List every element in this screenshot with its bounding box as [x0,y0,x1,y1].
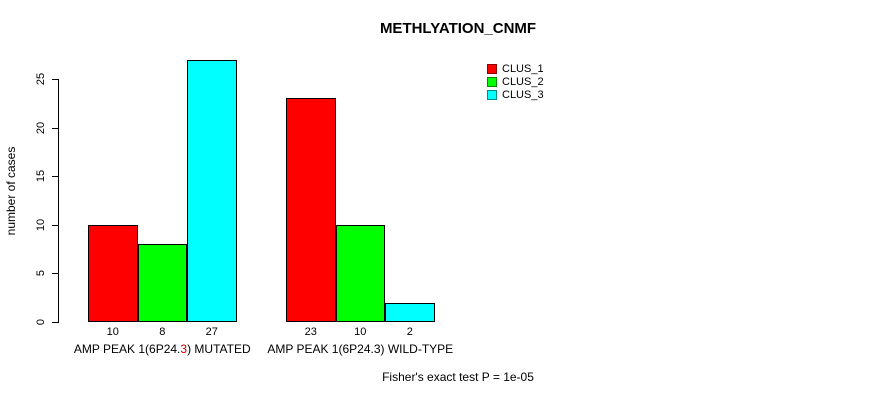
x-group-label-part: 3 [180,341,188,356]
y-axis-title: number of cases [4,146,18,236]
y-axis-tick-label: 15 [35,170,47,183]
legend-item-clus_1: CLUS_1 [487,62,544,75]
legend-swatch-icon [487,77,497,87]
legend-swatch-icon [487,64,497,74]
bar-clus_2-group2 [335,224,385,322]
y-axis-tick-label: 25 [35,72,47,86]
bar-value-label: 27 [205,325,218,338]
y-axis-line [58,79,59,323]
y-axis-tick-label: 20 [35,121,47,134]
x-group-label: AMP PEAK 1(6P24.3) MUTATED [74,342,251,356]
bar-value-label: 2 [406,325,413,338]
fisher-test-annotation: Fisher's exact test P = 1e-05 [382,370,534,384]
y-axis-tick-label: 10 [35,218,47,231]
bar-value-label: 23 [304,325,317,338]
bar-value-label: 10 [106,325,119,338]
legend-swatch-icon [487,90,497,100]
bar-clus_3-group1 [187,59,237,322]
bar-clus_1-group2 [286,98,336,322]
bar-value-label: 8 [159,325,166,338]
legend-item-clus_3: CLUS_3 [487,88,544,101]
y-axis-tick [52,176,59,178]
y-axis-tick [52,79,59,80]
x-group-label-part: AMP PEAK 1(6P24.3) WILD-TYPE [267,341,454,356]
legend-label: CLUS_2 [502,75,544,88]
legend-item-clus_2: CLUS_2 [487,75,544,88]
bar-value-label: 10 [354,325,367,338]
bar-clus_1-group1 [88,224,138,322]
x-group-label-part: AMP PEAK 1(6P24. [73,341,181,356]
y-axis-tick [52,224,59,226]
x-group-label-part: ) MUTATED [187,341,251,356]
y-axis-tick-label: 5 [35,270,47,277]
y-axis-tick [52,273,59,275]
y-axis-tick [52,127,59,129]
legend-label: CLUS_1 [502,62,544,75]
legend-label: CLUS_3 [502,88,544,101]
bar-clus_2-group1 [137,244,187,322]
legend: CLUS_1 CLUS_2 CLUS_3 [487,62,544,101]
chart-title: METHLYATION_CNMF [379,20,537,37]
bar-clus_3-group2 [385,302,435,322]
y-axis-tick [52,322,59,323]
y-axis-tick-label: 0 [35,318,47,326]
x-group-label: AMP PEAK 1(6P24.3) WILD-TYPE [267,342,453,356]
